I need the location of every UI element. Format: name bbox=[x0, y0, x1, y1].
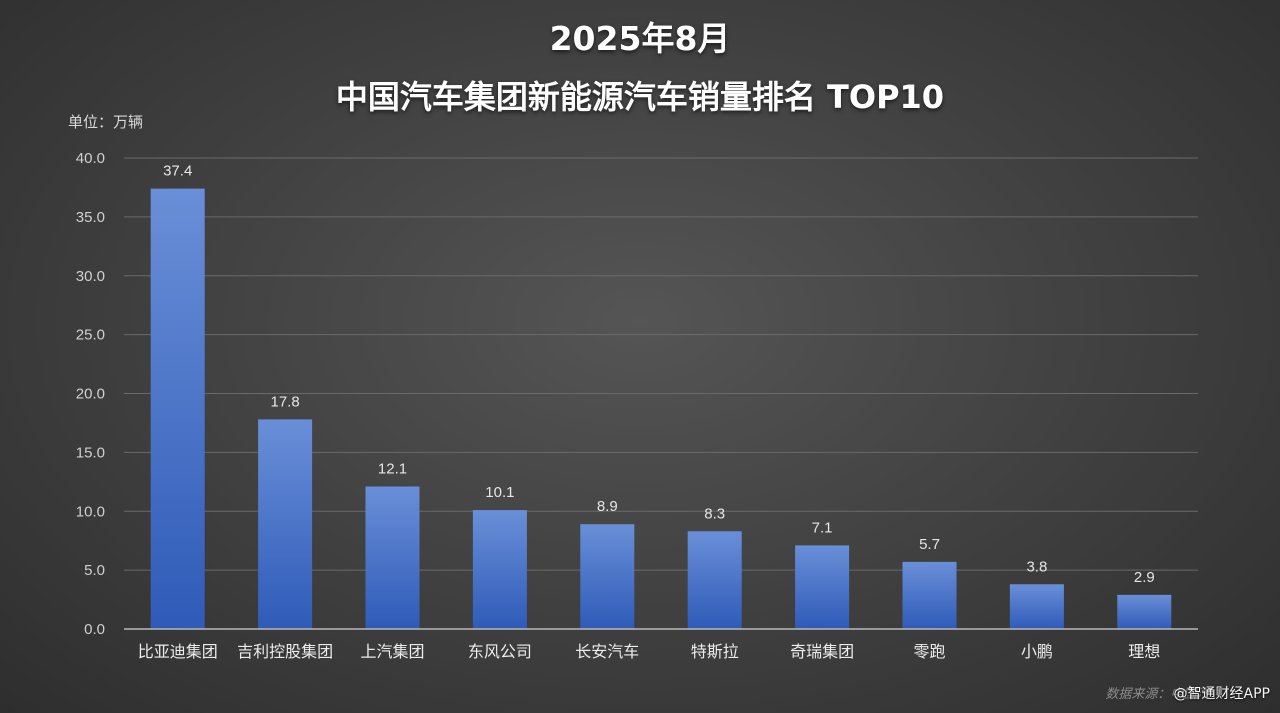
y-axis-ticks: 0.0 5.0 10.0 15.0 20.0 25.0 30.0 35.0 40.0 bbox=[76, 150, 105, 638]
data-label: 7.1 bbox=[812, 519, 833, 536]
x-tick-label: 奇瑞集团 bbox=[790, 642, 854, 661]
bar bbox=[902, 561, 957, 629]
bar bbox=[795, 545, 850, 629]
bar bbox=[580, 524, 635, 629]
y-tick-label: 5.0 bbox=[84, 562, 105, 579]
x-tick-label: 理想 bbox=[1128, 642, 1160, 661]
y-tick-label: 40.0 bbox=[76, 150, 105, 167]
y-tick-label: 0.0 bbox=[84, 621, 105, 638]
watermark: @智通财经APP bbox=[1173, 686, 1270, 702]
x-tick-label: 东风公司 bbox=[468, 642, 532, 661]
data-label: 12.1 bbox=[378, 461, 407, 478]
x-tick-label: 比亚迪集团 bbox=[138, 642, 218, 661]
chart-subtitle: 中国汽车集团新能源汽车销量排名 TOP10 bbox=[335, 78, 945, 116]
data-label: 17.8 bbox=[270, 393, 299, 410]
bar bbox=[1009, 584, 1064, 629]
y-tick-label: 10.0 bbox=[76, 503, 105, 520]
footer: 数据来源：中国汽 @智通财经APP bbox=[1105, 683, 1270, 703]
data-label: 8.3 bbox=[704, 505, 725, 522]
bar bbox=[258, 419, 313, 629]
data-label: 37.4 bbox=[163, 163, 192, 180]
data-label: 5.7 bbox=[919, 536, 940, 553]
bars bbox=[150, 188, 1172, 630]
x-tick-label: 长安汽车 bbox=[575, 642, 639, 661]
x-tick-label: 上汽集团 bbox=[360, 642, 424, 661]
unit-label: 单位：万辆 bbox=[68, 113, 144, 131]
y-tick-label: 15.0 bbox=[76, 444, 105, 461]
data-label: 3.8 bbox=[1026, 558, 1047, 575]
y-tick-label: 30.0 bbox=[76, 268, 105, 285]
value-labels: 37.4 17.8 12.1 10.1 8.9 8.3 7.1 5.7 3.8 2.9 bbox=[163, 163, 1155, 586]
y-tick-label: 35.0 bbox=[76, 209, 105, 226]
source-note: 数据来源：中国汽 bbox=[1105, 687, 1210, 702]
bar bbox=[1117, 594, 1172, 629]
bar bbox=[150, 188, 205, 630]
data-label: 8.9 bbox=[597, 498, 618, 515]
data-label: 10.1 bbox=[485, 484, 514, 501]
y-tick-label: 20.0 bbox=[76, 386, 105, 403]
bar bbox=[365, 486, 420, 629]
chart-title: 2025年8月 bbox=[549, 19, 731, 58]
bar bbox=[472, 510, 527, 629]
x-tick-label: 吉利控股集团 bbox=[237, 642, 333, 661]
x-axis-labels: 比亚迪集团 吉利控股集团 上汽集团 东风公司 长安汽车 特斯拉 奇瑞集团 零跑 小鹏 理想 bbox=[138, 642, 1161, 661]
x-tick-label: 小鹏 bbox=[1021, 642, 1053, 661]
x-tick-label: 特斯拉 bbox=[691, 642, 739, 661]
x-tick-label: 零跑 bbox=[913, 642, 945, 661]
bar bbox=[687, 531, 742, 629]
data-label: 2.9 bbox=[1134, 569, 1155, 586]
y-tick-label: 25.0 bbox=[76, 327, 105, 344]
